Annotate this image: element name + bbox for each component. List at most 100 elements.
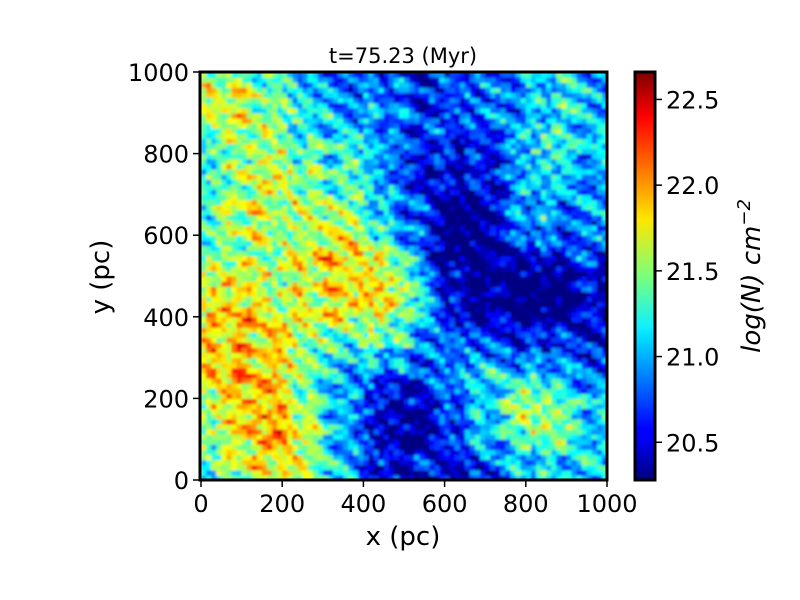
heatmap-cell xyxy=(231,204,238,211)
heatmap-cell xyxy=(201,209,207,216)
heatmap-cell xyxy=(429,168,436,175)
heatmap-cell xyxy=(434,388,441,394)
heatmap-cell xyxy=(282,311,288,318)
heatmap-cell xyxy=(216,352,222,359)
heatmap-cell xyxy=(206,276,212,282)
heatmap-cell xyxy=(388,209,395,216)
heatmap-cell xyxy=(520,235,527,241)
heatmap-cell xyxy=(368,240,375,246)
heatmap-cell xyxy=(586,296,593,303)
heatmap-cell xyxy=(495,459,502,466)
heatmap-cell xyxy=(236,276,243,282)
heatmap-cell xyxy=(241,342,248,348)
heatmap-cell xyxy=(353,179,359,185)
heatmap-cell xyxy=(256,194,263,201)
heatmap-cell xyxy=(429,194,436,201)
heatmap-cell xyxy=(546,444,552,450)
heatmap-cell xyxy=(226,393,233,399)
heatmap-cell xyxy=(535,403,542,410)
heatmap-cell xyxy=(444,174,451,180)
heatmap-cell xyxy=(419,454,425,461)
heatmap-cell xyxy=(216,337,222,343)
heatmap-cell xyxy=(490,434,496,440)
heatmap-cell xyxy=(226,332,233,338)
heatmap-cell xyxy=(475,189,481,195)
heatmap-cell xyxy=(464,199,471,206)
heatmap-cell xyxy=(469,204,476,211)
heatmap-cell xyxy=(231,362,238,369)
heatmap-cell xyxy=(480,398,486,405)
heatmap-cell xyxy=(530,327,537,333)
heatmap-cell xyxy=(322,352,329,359)
heatmap-cell xyxy=(211,194,217,201)
heatmap-cell xyxy=(201,174,207,180)
heatmap-cell xyxy=(322,332,329,338)
heatmap-cell xyxy=(566,276,573,282)
heatmap-cell xyxy=(459,347,466,354)
heatmap-cell xyxy=(266,342,273,348)
heatmap-cell xyxy=(480,306,486,313)
heatmap-cell xyxy=(332,454,339,461)
heatmap-cell xyxy=(530,403,537,410)
heatmap-cell xyxy=(241,265,248,272)
heatmap-cell xyxy=(520,367,527,374)
heatmap-cell xyxy=(226,342,233,348)
heatmap-cell xyxy=(358,270,364,277)
heatmap-cell xyxy=(429,459,436,466)
heatmap-cell xyxy=(373,184,380,190)
heatmap-cell xyxy=(226,474,233,480)
heatmap-cell xyxy=(541,439,547,445)
heatmap-cell xyxy=(404,230,410,236)
heatmap-cell xyxy=(601,189,607,195)
heatmap-cell xyxy=(556,434,562,440)
heatmap-cell xyxy=(546,225,552,231)
heatmap-cell xyxy=(297,383,304,389)
heatmap-cell xyxy=(480,347,486,354)
heatmap-cell xyxy=(586,337,593,343)
heatmap-cell xyxy=(424,418,430,425)
heatmap-cell xyxy=(312,158,319,165)
heatmap-cell xyxy=(424,301,430,308)
heatmap-cell xyxy=(475,403,481,410)
heatmap-cell xyxy=(211,204,217,211)
heatmap-cell xyxy=(535,194,542,201)
heatmap-cell xyxy=(490,403,496,410)
heatmap-cell xyxy=(505,383,512,389)
heatmap-cell xyxy=(338,352,344,359)
heatmap-cell xyxy=(363,398,370,405)
heatmap-cell xyxy=(206,179,212,185)
heatmap-cell xyxy=(236,179,243,185)
heatmap-cell xyxy=(576,372,583,379)
heatmap-cell xyxy=(327,225,334,231)
heatmap-cell xyxy=(454,418,461,425)
heatmap-cell xyxy=(586,291,593,297)
heatmap-cell xyxy=(211,398,217,405)
heatmap-cell xyxy=(216,174,222,180)
heatmap-cell xyxy=(272,225,278,231)
heatmap-cell xyxy=(338,158,344,165)
heatmap-cell xyxy=(515,352,522,359)
heatmap-cell xyxy=(409,311,415,318)
heatmap-cell xyxy=(469,398,476,405)
heatmap-cell xyxy=(556,347,562,354)
heatmap-cell xyxy=(393,291,400,297)
heatmap-cell xyxy=(332,270,339,277)
heatmap-cell xyxy=(206,204,212,211)
heatmap-cell xyxy=(358,184,364,190)
heatmap-cell xyxy=(327,372,334,379)
heatmap-cell xyxy=(226,408,233,415)
heatmap-cell xyxy=(206,403,212,410)
heatmap-cell xyxy=(241,168,248,175)
heatmap-cell xyxy=(393,444,400,450)
heatmap-cell xyxy=(236,311,243,318)
heatmap-cell xyxy=(246,306,253,313)
heatmap-cell xyxy=(439,332,446,338)
heatmap-cell xyxy=(211,260,217,267)
heatmap-cell xyxy=(434,372,441,379)
heatmap-cell xyxy=(272,347,278,354)
heatmap-cell xyxy=(353,383,359,389)
heatmap-cell xyxy=(327,219,334,226)
heatmap-cell xyxy=(510,276,517,282)
heatmap-cell xyxy=(272,209,278,216)
heatmap-cell xyxy=(469,378,476,384)
